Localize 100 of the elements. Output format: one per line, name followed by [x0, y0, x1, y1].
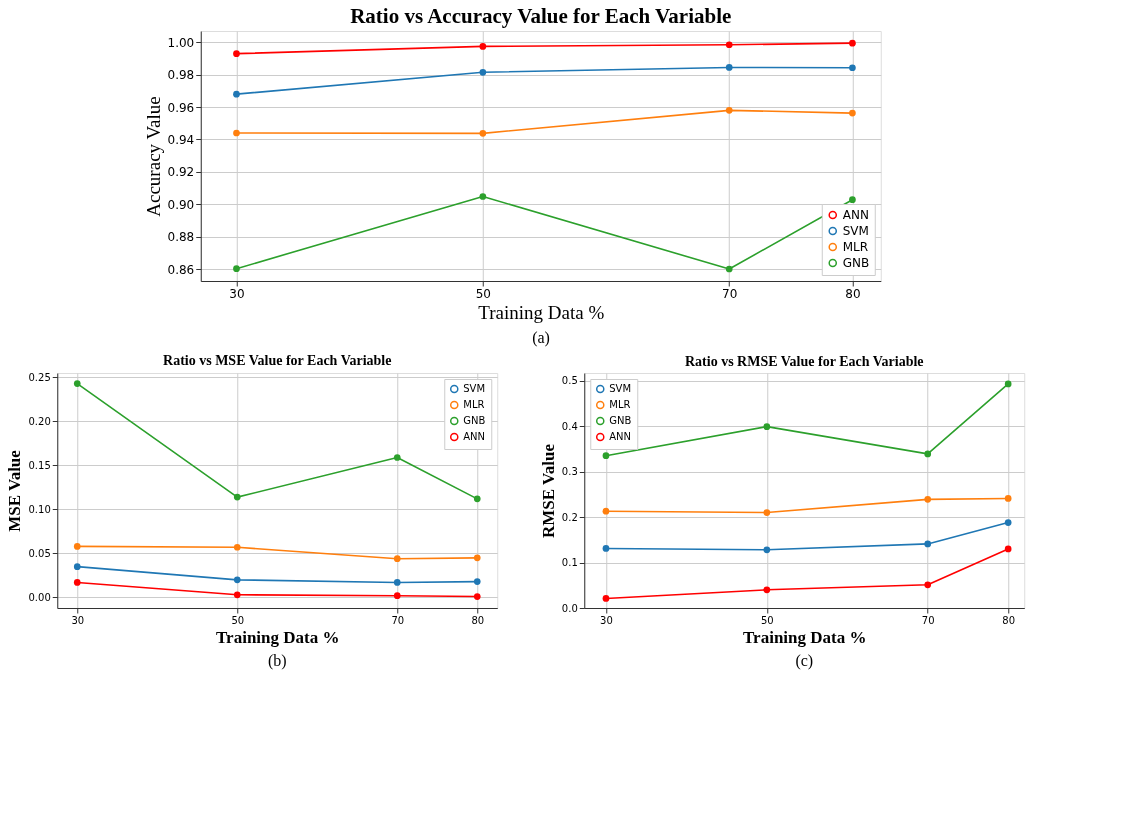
- y-tick-label: 0.5: [561, 375, 578, 387]
- point: [725, 265, 733, 273]
- point: [763, 586, 771, 594]
- legend-label: SVM: [609, 383, 632, 394]
- y-tick-label: 0.00: [28, 591, 51, 603]
- x-tick-label: 80: [471, 614, 485, 626]
- point: [924, 540, 932, 548]
- point: [924, 581, 932, 589]
- point: [1004, 380, 1012, 388]
- point: [763, 423, 771, 430]
- legend-label: MLR: [842, 240, 869, 254]
- y-tick-label: 1.00: [167, 35, 195, 50]
- x-tick-label: 70: [391, 614, 405, 626]
- point: [849, 109, 856, 117]
- legend-label: MLR: [463, 399, 485, 410]
- point: [602, 507, 610, 515]
- y-tick-label: 0.98: [167, 68, 195, 83]
- point: [725, 106, 733, 114]
- point: [233, 591, 241, 599]
- point: [924, 496, 932, 503]
- legend-label: SVM: [842, 224, 869, 238]
- point: [473, 495, 481, 503]
- y-tick-label: 0.15: [28, 459, 51, 471]
- y-tick-label: 0.92: [167, 165, 195, 180]
- y-tick-label: 0.10: [28, 503, 51, 515]
- point: [233, 265, 240, 273]
- point: [479, 129, 487, 137]
- point: [73, 579, 81, 586]
- x-axis-title: Training Data %: [478, 301, 605, 323]
- point: [602, 452, 610, 460]
- point: [73, 380, 81, 387]
- legend-label: ANN: [463, 431, 486, 442]
- point: [233, 576, 241, 584]
- x-tick-label: 30: [229, 286, 245, 301]
- point: [233, 493, 241, 501]
- chart-title: Ratio vs Accuracy Value for Each Variable: [350, 4, 732, 28]
- point: [233, 90, 240, 98]
- y-axis-title: RMSE Value: [538, 443, 558, 538]
- y-axis-title: Accuracy Value: [142, 96, 164, 217]
- legend-label: ANN: [609, 431, 632, 442]
- point: [473, 578, 481, 585]
- x-tick-label: 50: [475, 286, 491, 301]
- point: [763, 509, 771, 516]
- x-tick-label: 80: [1002, 614, 1016, 626]
- legend-label: ANN: [842, 208, 869, 222]
- point: [73, 563, 81, 570]
- point: [233, 129, 240, 137]
- legend-label: MLR: [609, 399, 631, 410]
- text: (a): [532, 329, 550, 347]
- y-tick-label: 0.86: [167, 262, 195, 277]
- point: [725, 64, 733, 71]
- x-tick-label: 50: [760, 614, 774, 626]
- point: [393, 592, 401, 600]
- y-tick-label: 0.90: [167, 197, 195, 212]
- x-tick-label: 30: [600, 614, 613, 626]
- legend-label: GNB: [609, 415, 632, 426]
- point: [1004, 519, 1012, 526]
- y-tick-label: 0.4: [561, 420, 578, 432]
- point: [602, 545, 610, 552]
- point: [763, 546, 771, 554]
- chart-title: Ratio vs RMSE Value for Each Variable: [684, 354, 924, 369]
- x-axis-title: Training Data %: [743, 627, 867, 647]
- y-tick-label: 0.1: [561, 557, 578, 569]
- text: (c): [795, 652, 814, 670]
- y-axis-title: MSE Value: [5, 449, 25, 532]
- point: [233, 543, 241, 551]
- point: [479, 68, 487, 76]
- point: [233, 50, 240, 58]
- x-tick-label: 70: [921, 614, 935, 626]
- y-tick-label: 0.0: [561, 602, 578, 614]
- point: [393, 579, 401, 586]
- point: [602, 595, 610, 602]
- point: [473, 593, 481, 600]
- y-tick-label: 0.20: [28, 415, 51, 427]
- point: [849, 39, 856, 47]
- point: [73, 543, 81, 550]
- point: [1004, 545, 1012, 553]
- chart-title: Ratio vs MSE Value for Each Variable: [163, 353, 392, 369]
- point: [849, 64, 856, 72]
- x-tick-label: 80: [845, 286, 861, 301]
- y-tick-label: 0.2: [561, 511, 578, 523]
- legend-label: SVM: [463, 383, 486, 394]
- point: [473, 554, 481, 562]
- point: [849, 196, 856, 204]
- x-axis-title: Training Data %: [216, 627, 340, 647]
- point: [1004, 495, 1012, 502]
- y-tick-label: 0.88: [167, 230, 195, 245]
- y-tick-label: 0.3: [561, 466, 578, 478]
- x-tick-label: 70: [722, 286, 738, 301]
- text: (b): [267, 652, 287, 670]
- point: [725, 41, 733, 49]
- y-tick-label: 0.94: [167, 132, 195, 147]
- y-tick-label: 0.25: [28, 371, 51, 383]
- y-tick-label: 0.96: [167, 100, 195, 115]
- point: [924, 450, 932, 458]
- x-tick-label: 50: [231, 614, 245, 626]
- x-tick-label: 30: [71, 614, 85, 626]
- legend-label: GNB: [842, 256, 870, 270]
- legend-label: GNB: [463, 415, 486, 426]
- y-tick-label: 0.05: [28, 547, 51, 559]
